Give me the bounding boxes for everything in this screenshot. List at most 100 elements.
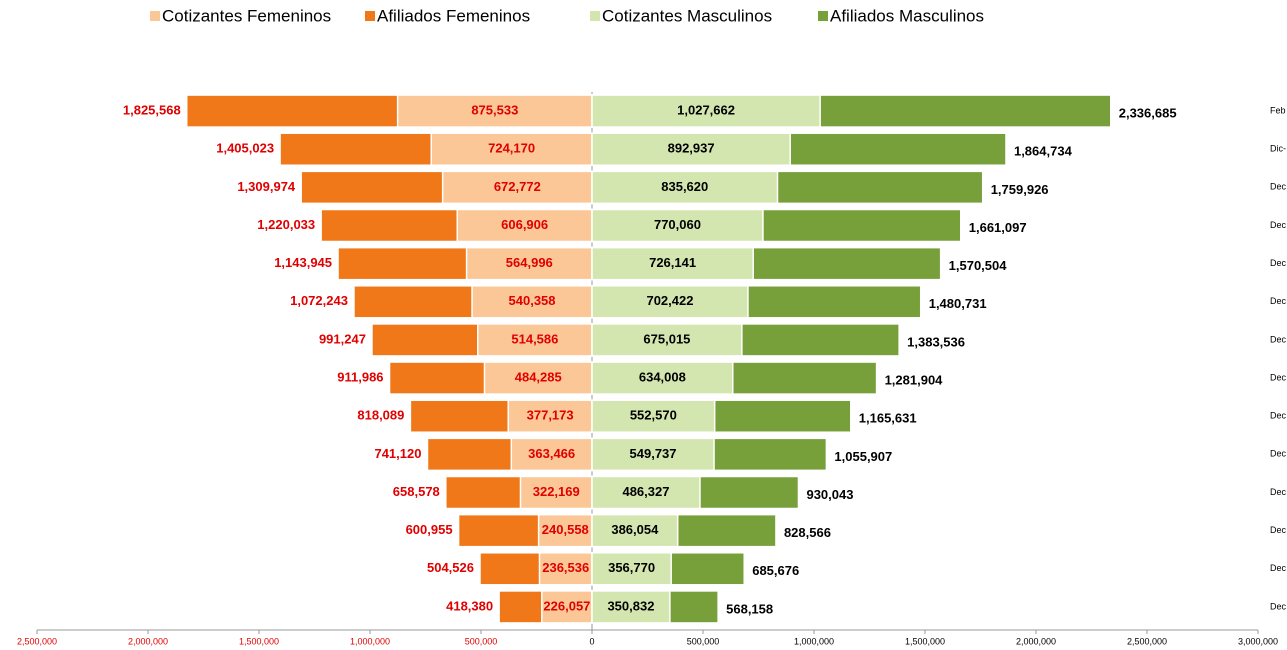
category-label: Dec <box>1270 372 1287 382</box>
data-label: 1,661,097 <box>969 220 1027 235</box>
bar <box>538 552 593 586</box>
x-tick-label: 1,000,000 <box>794 636 834 646</box>
data-label: 818,089 <box>357 408 404 423</box>
data-label: 634,008 <box>639 370 686 385</box>
data-label: 552,570 <box>630 408 677 423</box>
bar <box>591 437 715 472</box>
bar <box>510 437 593 472</box>
data-label: 672,772 <box>494 179 541 194</box>
category-label: Dec <box>1270 220 1287 230</box>
category-label: Dec <box>1270 182 1287 192</box>
data-label: 991,247 <box>319 331 366 346</box>
data-label: 514,586 <box>511 331 558 346</box>
data-label: 386,054 <box>611 522 659 537</box>
category-label: Dec <box>1270 411 1287 421</box>
data-label: 606,906 <box>501 217 548 232</box>
legend-swatch <box>150 11 160 21</box>
category-label: Dec <box>1270 525 1287 535</box>
data-label: 504,526 <box>427 560 474 575</box>
data-label: 1,480,731 <box>929 296 987 311</box>
data-label: 911,986 <box>337 370 383 385</box>
x-tick-label: 1,000,000 <box>350 636 390 646</box>
bar <box>591 475 701 510</box>
data-label: 726,141 <box>649 255 696 270</box>
bar <box>591 285 749 319</box>
category-label: Dec <box>1270 449 1287 459</box>
data-label: 1,383,536 <box>907 334 965 349</box>
data-label: 1,864,734 <box>1014 144 1073 159</box>
data-label: 702,422 <box>646 293 693 308</box>
bar <box>456 208 593 243</box>
x-tick-label: 1,500,000 <box>239 636 279 646</box>
data-label: 1,405,023 <box>216 141 274 156</box>
bar <box>591 399 716 433</box>
data-label: 568,158 <box>726 601 773 616</box>
legend-label: Cotizantes Masculinos <box>602 6 772 25</box>
data-label: 658,578 <box>393 484 440 499</box>
bar <box>591 323 743 357</box>
data-label: 1,072,243 <box>290 293 348 308</box>
data-label: 418,380 <box>446 598 493 613</box>
data-label: 1,759,926 <box>991 182 1049 197</box>
category-label: Dec <box>1270 258 1287 268</box>
data-label: 828,566 <box>784 525 831 540</box>
data-label: 1,281,904 <box>885 373 944 388</box>
data-label: 350,832 <box>607 598 654 613</box>
data-label: 549,737 <box>630 446 677 461</box>
data-label: 1,570,504 <box>949 258 1008 273</box>
bar <box>591 246 754 281</box>
x-tick-label: 2,000,000 <box>128 636 168 646</box>
bar <box>396 94 593 128</box>
bar <box>591 552 672 586</box>
bar <box>507 399 593 433</box>
legend-label: Afiliados Femeninos <box>377 6 530 25</box>
data-label: 226,057 <box>543 598 590 613</box>
x-tick-label: 2,500,000 <box>17 636 57 646</box>
data-label: 1,825,568 <box>123 103 181 118</box>
data-label: 236,536 <box>542 560 589 575</box>
data-label: 356,770 <box>608 560 655 575</box>
data-label: 685,676 <box>752 563 799 578</box>
legend-swatch <box>365 11 375 21</box>
legend-swatch <box>818 11 828 21</box>
data-label: 486,327 <box>622 484 669 499</box>
data-label: 363,466 <box>528 446 575 461</box>
x-tick-label: 2,000,000 <box>1016 636 1056 646</box>
data-label: 322,169 <box>533 484 580 499</box>
x-tick-label: 1,500,000 <box>905 636 945 646</box>
category-label: Dec <box>1270 334 1287 344</box>
data-label: 540,358 <box>509 293 556 308</box>
data-label: 1,055,907 <box>834 449 892 464</box>
data-label: 770,060 <box>654 217 701 232</box>
category-label: Feb <box>1270 105 1286 115</box>
data-label: 484,285 <box>515 370 562 385</box>
bar <box>591 132 791 166</box>
data-label: 1,027,662 <box>677 103 735 118</box>
data-label: 1,220,033 <box>257 217 315 232</box>
data-label: 377,173 <box>527 408 574 423</box>
category-label: Dec <box>1270 296 1287 306</box>
bar <box>591 513 679 548</box>
x-tick-label: 500,000 <box>687 636 720 646</box>
data-label: 1,309,974 <box>237 179 296 194</box>
data-label: 2,336,685 <box>1119 106 1177 121</box>
x-tick-label: 2,500,000 <box>1127 636 1167 646</box>
data-label: 892,937 <box>668 141 715 156</box>
data-label: 1,165,631 <box>859 411 917 426</box>
x-tick-label: 0 <box>589 636 594 646</box>
legend-label: Afiliados Masculinos <box>830 6 984 25</box>
data-label: 600,955 <box>406 522 453 537</box>
x-tick-label: 3,000,000 <box>1238 636 1278 646</box>
data-label: 1,143,945 <box>274 255 332 270</box>
bar <box>591 590 671 624</box>
category-label: Dec <box>1270 601 1287 611</box>
category-label: Dec <box>1270 563 1287 573</box>
bar <box>591 208 764 243</box>
data-label: 675,015 <box>643 331 690 346</box>
bar <box>471 285 593 319</box>
data-label: 240,558 <box>542 522 589 537</box>
data-label: 875,533 <box>471 103 518 118</box>
bar <box>477 323 593 357</box>
bar <box>441 170 593 205</box>
